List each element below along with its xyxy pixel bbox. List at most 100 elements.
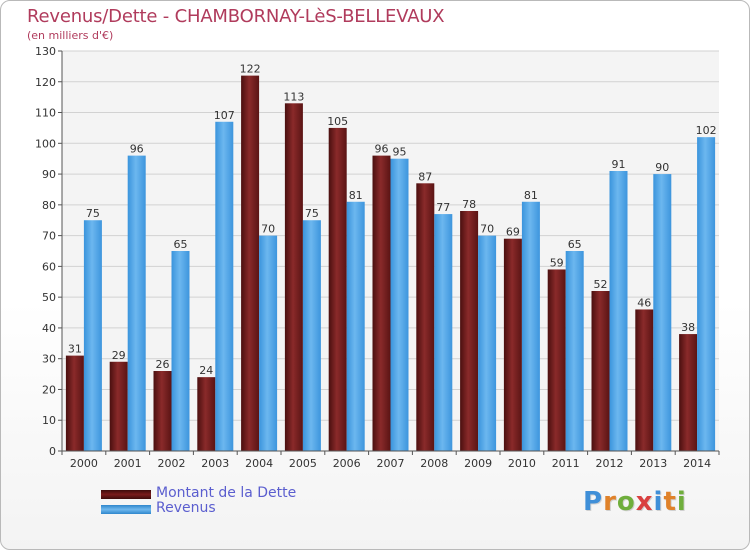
x-tick-label: 2004 (245, 457, 273, 470)
data-label-dette: 122 (240, 63, 261, 76)
data-label-revenus: 70 (261, 223, 275, 236)
bar-dette (635, 309, 654, 451)
bar-dette (153, 371, 172, 451)
bar-revenus (565, 251, 584, 451)
x-tick-label: 2006 (333, 457, 361, 470)
y-tick-label: 0 (49, 445, 56, 458)
bar-revenus (83, 220, 102, 451)
bar-dette (416, 183, 435, 452)
y-tick-label: 10 (42, 414, 56, 427)
x-tick-label: 2001 (114, 457, 142, 470)
chart-subtitle: (en milliers d'€) (27, 29, 114, 42)
bar-revenus (171, 251, 190, 451)
bar-revenus (609, 171, 628, 451)
data-label-revenus: 81 (349, 189, 363, 202)
data-label-revenus: 102 (696, 124, 717, 137)
data-label-dette: 26 (156, 358, 170, 371)
x-tick-label: 2009 (464, 457, 492, 470)
bar-revenus (653, 174, 672, 452)
x-tick-label: 2005 (289, 457, 317, 470)
bar-revenus (215, 121, 234, 452)
bar-revenus (302, 220, 321, 451)
legend-swatch-dette (101, 490, 151, 499)
y-tick-label: 30 (42, 353, 56, 366)
y-tick-label: 130 (35, 45, 56, 58)
y-tick-label: 110 (35, 107, 56, 120)
logo-letter: x (635, 487, 654, 517)
bar-dette (65, 355, 84, 451)
data-label-dette: 96 (375, 143, 389, 156)
data-label-revenus: 81 (524, 189, 538, 202)
data-label-dette: 31 (68, 343, 82, 356)
bar-dette (284, 103, 303, 452)
data-label-revenus: 75 (86, 207, 100, 220)
x-tick-label: 2000 (70, 457, 98, 470)
logo-letter: i (676, 487, 687, 517)
bar-dette (460, 211, 479, 451)
x-tick-label: 2014 (683, 457, 711, 470)
bar-revenus (478, 235, 497, 451)
data-label-dette: 24 (199, 364, 213, 377)
bar-revenus (127, 155, 146, 451)
x-tick-label: 2013 (639, 457, 667, 470)
logo-letter: P (583, 487, 604, 517)
y-tick-label: 90 (42, 168, 56, 181)
data-label-revenus: 90 (655, 161, 669, 174)
data-label-revenus: 96 (130, 143, 144, 156)
data-label-revenus: 77 (436, 201, 450, 214)
y-tick-label: 40 (42, 322, 56, 335)
logo-letter: i (653, 487, 664, 517)
legend-swatch-revenus (101, 505, 151, 514)
x-tick-label: 2003 (201, 457, 229, 470)
bar-revenus (521, 201, 540, 451)
x-tick-label: 2011 (552, 457, 580, 470)
data-label-revenus: 65 (568, 238, 582, 251)
y-tick-label: 120 (35, 76, 56, 89)
chart-title: Revenus/Dette - CHAMBORNAY-LèS-BELLEVAUX (27, 6, 445, 27)
x-tick-label: 2002 (158, 457, 186, 470)
bar-dette (241, 75, 260, 451)
logo-letter: r (603, 487, 617, 517)
data-label-dette: 38 (681, 321, 695, 334)
bar-dette (547, 269, 566, 451)
bar-revenus (434, 214, 453, 451)
x-tick-label: 2008 (420, 457, 448, 470)
data-label-revenus: 75 (305, 207, 319, 220)
bar-dette (591, 291, 610, 451)
data-label-dette: 29 (112, 349, 126, 362)
logo-letter: o (616, 487, 636, 517)
y-tick-label: 60 (42, 260, 56, 273)
bar-dette (372, 155, 391, 451)
data-label-dette: 69 (506, 226, 520, 239)
data-label-dette: 46 (637, 296, 651, 309)
legend-label-dette: Montant de la Dette (156, 485, 297, 501)
data-label-dette: 105 (327, 115, 348, 128)
y-tick-label: 70 (42, 230, 56, 243)
y-tick-label: 80 (42, 199, 56, 212)
bar-revenus (259, 235, 278, 451)
bar-dette (109, 361, 128, 451)
data-label-revenus: 91 (612, 158, 626, 171)
bar-revenus (390, 158, 409, 451)
data-label-dette: 52 (594, 278, 608, 291)
proxiti-logo: Proxiti (583, 487, 687, 517)
y-tick-label: 100 (35, 137, 56, 150)
y-tick-label: 20 (42, 383, 56, 396)
bar-revenus (346, 201, 365, 451)
bar-dette (328, 127, 347, 451)
x-tick-label: 2012 (596, 457, 624, 470)
data-label-dette: 113 (283, 90, 304, 103)
data-label-revenus: 70 (480, 223, 494, 236)
data-label-revenus: 65 (174, 238, 188, 251)
legend-label-revenus: Revenus (156, 500, 216, 516)
data-label-dette: 78 (462, 198, 476, 211)
data-label-dette: 59 (550, 256, 564, 269)
x-tick-label: 2010 (508, 457, 536, 470)
logo-letter: t (663, 487, 677, 517)
bar-dette (197, 377, 216, 451)
bar-dette (503, 238, 522, 451)
data-label-revenus: 107 (214, 109, 235, 122)
data-label-dette: 87 (418, 170, 432, 183)
